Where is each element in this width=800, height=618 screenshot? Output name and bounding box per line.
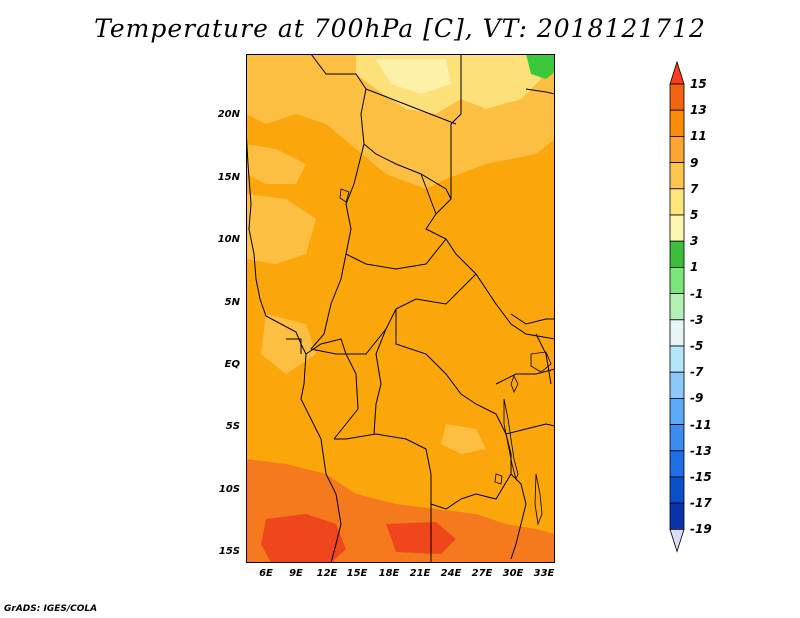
border-1 [310,54,367,350]
lon-tick-label: 15E [346,568,368,579]
colorbar-tick-label: 9 [690,155,699,170]
colorbar-tick-label: -17 [690,496,712,511]
border-5 [420,173,437,215]
colorbar-tick-label: -3 [690,312,704,327]
colorbar-tick-label: -9 [690,391,704,406]
colorbar-tick-label: 15 [690,77,707,91]
lon-tick-label: 12E [316,568,338,579]
lon-tick-label: 30E [502,568,524,579]
colorbar-box [669,136,685,164]
field-7-9-west2 [246,144,306,184]
colorbar-box [669,502,685,530]
colorbar-box [669,450,685,478]
border-11 [334,433,462,510]
lat-tick-label: 20N [217,109,240,120]
border-14 [495,368,555,385]
colorbar-tick-label: -5 [690,339,704,353]
lat-tick-label: 15S [218,546,240,557]
colorbar-box [669,266,685,294]
colorbar-box [669,424,685,452]
lat-tick-label: 10S [218,484,240,495]
lon-tick-label: 9E [289,568,303,579]
colorbar-tick-label: -13 [690,443,712,458]
colorbar-tick-label: 11 [690,129,707,144]
colorbar-box [669,188,685,216]
colorbar-tick-label: -19 [690,522,712,537]
lake-malawi [534,473,543,526]
lon-tick-label: 24E [440,568,462,579]
colorbar-top-arrow [669,60,685,85]
lake-chad [339,188,350,203]
border-2 [363,143,555,340]
colorbar-box [669,83,685,111]
border-16 [510,473,527,560]
colorbar-tick-label: -11 [690,417,712,432]
lake-kivu [510,375,519,393]
colorbar-tick-label: 7 [690,181,699,196]
lake-tanganyika [503,398,519,481]
lat-tick-label: EQ [224,359,240,370]
colorbar-box [669,214,685,242]
border-12 [460,473,512,500]
lon-tick-label: 6E [259,568,273,579]
border-15 [505,423,555,435]
lon-tick-label: 33E [533,568,555,579]
lat-tick-label: 15N [217,172,240,183]
lat-tick-label: 5N [224,297,240,308]
lat-tick-label: 5S [225,421,240,432]
colorbar-tick-label: -1 [690,286,704,301]
border-19 [525,88,555,95]
colorbar-box [669,109,685,137]
border-9 [305,338,359,440]
colorbar-box [669,240,685,268]
map-svg [246,54,555,563]
border-6 [345,238,447,270]
field-7-9-south-patch [441,424,486,454]
border-3 [450,54,462,199]
lon-tick-label: 21E [409,568,431,579]
border-18 [286,338,302,354]
colorbar-box [669,397,685,425]
border-4 [365,88,457,125]
border-20 [535,333,552,385]
colorbar-box [669,293,685,321]
lake-victoria [530,351,552,373]
footer-credit: GrADS: IGES/COLA [4,604,98,614]
temperature-map [246,54,555,563]
field-13-15 [261,514,346,563]
colorbar-box [669,345,685,373]
colorbar-box [669,476,685,504]
lakes [339,188,552,526]
field-7-9-west [246,194,316,264]
colorbar-tick-label: -7 [690,365,704,380]
colorbar [669,60,685,553]
field-1-3 [526,54,555,79]
lat-tick-label: 10N [217,234,240,245]
field-13-15-b [386,522,456,554]
border-8 [373,328,387,435]
colorbar-tick-label: 3 [690,234,699,249]
colorbar-box [669,371,685,399]
border-7 [310,273,477,355]
colorbar-box [669,162,685,190]
chart-title: Temperature at 700hPa [C], VT: 201812171… [94,14,706,43]
border-13 [510,313,555,325]
country-borders [246,54,555,563]
colorbar-tick-label: -15 [690,470,712,484]
lon-tick-label: 18E [378,568,400,579]
colorbar-bottom-arrow [669,529,685,553]
map-frame [246,54,555,563]
colorbar-tick-label: 5 [690,208,699,222]
field-7-9-coast [261,314,316,374]
field-5-7-ne [461,54,541,109]
lon-tick-label: 27E [471,568,493,579]
lake-mweru [494,473,503,485]
colorbar-tick-label: 13 [690,103,707,118]
colorbar-tick-label: 1 [690,260,699,275]
field-3-5 [376,59,451,94]
border-10 [395,309,512,474]
colorbar-box [669,319,685,347]
